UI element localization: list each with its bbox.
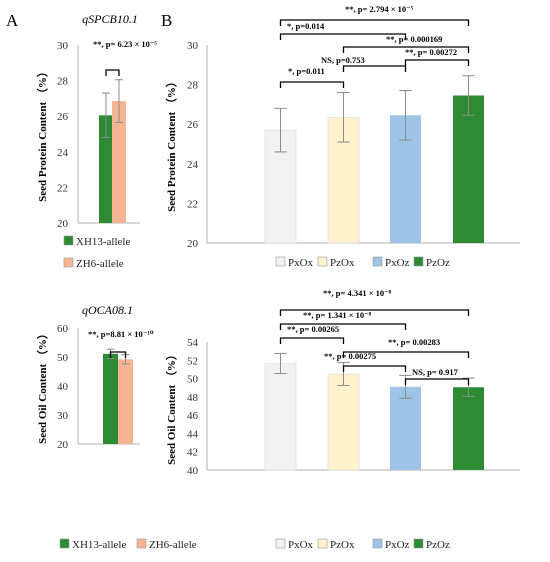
significance-label: **, p=8.81 × 10⁻¹⁰ bbox=[88, 329, 154, 339]
significance-label: **, p= 4.341 × 10⁻⁸ bbox=[323, 288, 392, 298]
significance-label: *, p=0.011 bbox=[288, 66, 325, 76]
legend-swatch bbox=[59, 538, 70, 549]
y-axis-label-a2: Seed Oil Content （%） bbox=[36, 328, 49, 444]
significance-label: *, p=0.014 bbox=[287, 21, 325, 31]
y-tick-label: 46 bbox=[187, 410, 199, 422]
significance-bracket bbox=[342, 351, 470, 358]
significance-bracket bbox=[342, 46, 470, 53]
legend-label: PxOx bbox=[288, 257, 314, 269]
y-tick-label: 60 bbox=[57, 323, 69, 335]
bar-pxox bbox=[264, 363, 297, 471]
y-tick-label: 40 bbox=[57, 381, 69, 393]
legend-label: PxOz bbox=[385, 539, 410, 551]
significance-bracket bbox=[279, 309, 470, 316]
significance-bracket bbox=[279, 19, 470, 26]
y-tick-label: 52 bbox=[187, 355, 198, 367]
chart-a-protein: qSPCB10.1 Seed Protein Content （%） 20 22 24 2… bbox=[36, 12, 157, 270]
bar-pxoz bbox=[390, 386, 421, 470]
y-tick-label: 40 bbox=[187, 465, 199, 477]
legend-swatch bbox=[275, 256, 286, 267]
legend-swatch bbox=[63, 257, 74, 268]
chart-b-protein: Seed Protein Content （%） 20 22 24 26 28 30 *, p… bbox=[165, 4, 520, 269]
panel-label-b: B bbox=[161, 11, 172, 30]
legend-label: XH13-allele bbox=[76, 236, 130, 248]
chart-title-a2: qOCA08.1 bbox=[82, 303, 133, 317]
bar-zh6-allele bbox=[118, 359, 133, 444]
y-tick-label: 50 bbox=[187, 374, 199, 386]
legend-label: PxOx bbox=[288, 539, 314, 551]
significance-bracket bbox=[105, 69, 120, 76]
significance-bracket bbox=[279, 337, 345, 344]
significance-bracket bbox=[279, 323, 407, 330]
y-tick-label: 54 bbox=[187, 337, 199, 349]
significance-bracket bbox=[342, 65, 407, 72]
legend-label: XH13-allele bbox=[72, 539, 126, 551]
significance-bracket bbox=[109, 351, 127, 358]
significance-label: NS, p=0.753 bbox=[321, 55, 365, 65]
legend-swatch bbox=[413, 538, 424, 549]
y-tick-label: 50 bbox=[57, 352, 69, 364]
y-tick-label: 20 bbox=[187, 238, 199, 250]
y-tick-label: 22 bbox=[187, 198, 198, 210]
significance-label: **, p= 6.23 × 10⁻⁵ bbox=[93, 39, 157, 49]
y-tick-label: 24 bbox=[187, 159, 199, 171]
significance-label: NS, p= 0.917 bbox=[412, 367, 459, 377]
legend-swatch bbox=[372, 256, 383, 267]
bar-zh6-allele bbox=[112, 101, 126, 223]
bar-pzoz bbox=[453, 387, 484, 470]
significance-bracket bbox=[279, 33, 407, 40]
legend-swatch bbox=[317, 538, 328, 549]
legend-label: PzOx bbox=[330, 539, 355, 551]
y-axis-label-b2: Seed Oil Content （%） bbox=[165, 349, 178, 465]
y-tick-label: 28 bbox=[57, 76, 69, 88]
y-tick-label: 24 bbox=[57, 147, 69, 159]
bar-xh13-allele bbox=[103, 353, 118, 444]
chart-b-oil: Seed Oil Content （%） 40 42 44 46 48 50 52 54 NS, … bbox=[165, 288, 520, 551]
y-tick-label: 44 bbox=[187, 428, 199, 440]
legend-label: PzOz bbox=[426, 539, 450, 551]
bar-xh13-allele bbox=[99, 115, 113, 223]
legend-label: PzOz bbox=[426, 257, 450, 269]
legend-label: ZH6-allele bbox=[76, 258, 124, 270]
significance-label: **, p= 0.00283 bbox=[388, 337, 440, 347]
y-tick-label: 26 bbox=[187, 119, 199, 131]
panel-label-a: A bbox=[6, 11, 19, 30]
y-tick-label: 42 bbox=[187, 447, 198, 459]
y-tick-label: 30 bbox=[57, 40, 69, 52]
legend-swatch bbox=[317, 256, 328, 267]
bar-pzox bbox=[327, 373, 360, 471]
y-tick-label: 20 bbox=[57, 439, 69, 451]
chart-title-a1: qSPCB10.1 bbox=[82, 12, 138, 26]
y-axis-label-b1: Seed Protein Content （%） bbox=[165, 76, 178, 212]
significance-bracket bbox=[404, 378, 470, 385]
y-axis-label-a1: Seed Protein Content （%） bbox=[36, 66, 49, 202]
chart-a-oil: qOCA08.1 Seed Oil Content （%） 20 30 40 50 60 **… bbox=[36, 303, 197, 551]
y-tick-label: 48 bbox=[187, 392, 199, 404]
legend-label: PzOx bbox=[330, 257, 355, 269]
y-tick-label: 20 bbox=[57, 218, 69, 230]
y-tick-label: 30 bbox=[57, 410, 69, 422]
y-tick-label: 26 bbox=[57, 111, 69, 123]
significance-bracket bbox=[404, 59, 470, 66]
bar-pzoz bbox=[453, 95, 484, 244]
y-tick-label: 28 bbox=[187, 80, 199, 92]
legend-label: PxOz bbox=[385, 257, 410, 269]
significance-label: **, p= 0.000169 bbox=[386, 34, 442, 44]
legend-swatch bbox=[413, 256, 424, 267]
y-tick-label: 22 bbox=[57, 182, 68, 194]
legend-swatch bbox=[63, 235, 74, 246]
significance-label: **, p= 2.794 × 10⁻⁵ bbox=[345, 4, 414, 14]
significance-label: **, p= 0.00272 bbox=[405, 47, 457, 57]
significance-label: **, p= 0.00275 bbox=[324, 351, 376, 361]
significance-label: **, p= 0.00265 bbox=[287, 324, 339, 334]
significance-bracket bbox=[342, 365, 407, 372]
significance-bracket bbox=[279, 81, 345, 88]
y-tick-label: 30 bbox=[187, 40, 199, 52]
legend-swatch bbox=[136, 538, 147, 549]
legend-swatch bbox=[275, 538, 286, 549]
legend-label: ZH6-allele bbox=[149, 539, 197, 551]
legend-swatch bbox=[372, 538, 383, 549]
significance-label: **, p= 1.341 × 10⁻⁸ bbox=[303, 310, 372, 320]
